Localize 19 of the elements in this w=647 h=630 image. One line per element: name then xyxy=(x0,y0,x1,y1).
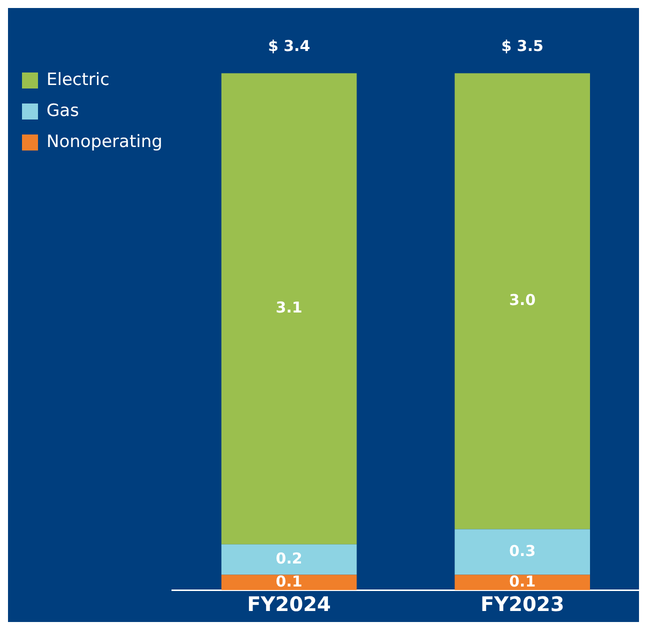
legend-label: Electric xyxy=(46,70,110,90)
x-tick-label: FY2023 xyxy=(480,592,564,616)
data-label: 0.2 xyxy=(276,549,302,568)
data-label: 3.0 xyxy=(509,291,536,310)
total-label: $ 3.5 xyxy=(501,37,544,56)
bar xyxy=(454,529,590,575)
data-label: 0.3 xyxy=(509,542,536,560)
legend-label: Nonoperating xyxy=(46,132,162,152)
x-tick-label: FY2024 xyxy=(247,592,331,616)
legend-label: Gas xyxy=(46,100,80,121)
bar xyxy=(221,73,357,544)
bar xyxy=(454,73,590,530)
bar xyxy=(454,574,590,590)
data-label: 0.1 xyxy=(509,572,536,590)
data-label: 3.1 xyxy=(276,298,302,317)
data-label: 0.1 xyxy=(276,572,302,590)
total-label: $ 3.4 xyxy=(268,37,310,56)
bar xyxy=(221,544,357,575)
bar xyxy=(221,574,357,590)
